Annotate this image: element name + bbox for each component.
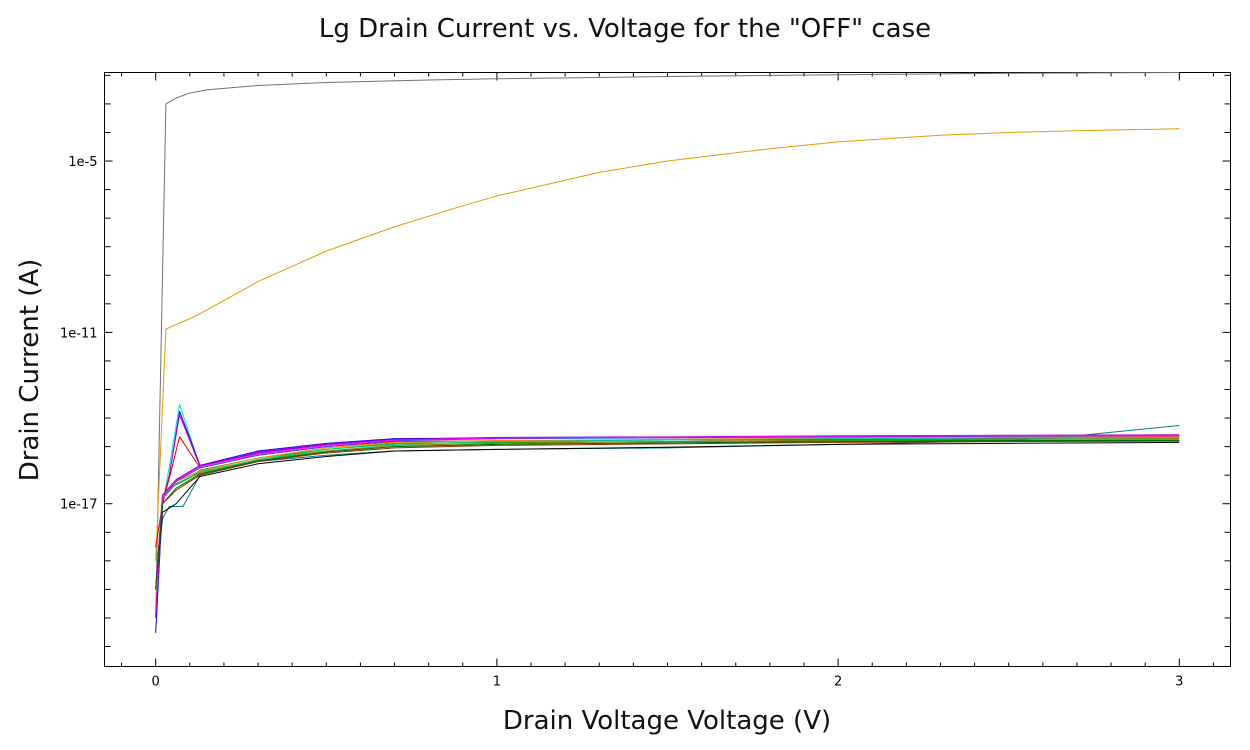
plot-frame [104,72,1231,667]
series-line-1 [155,128,1180,561]
x-axis-label: Drain Voltage Voltage (V) [502,706,832,736]
series-line-12 [155,437,1180,590]
series-line-10 [155,436,1180,590]
series-line-9 [155,438,1180,590]
series-line-15 [155,434,1180,590]
y-tick-label: 1e-5 [68,155,97,170]
x-tick-label: 0 [152,675,160,690]
y-tick-label: 1e-11 [60,326,98,341]
series-line-3 [155,410,1180,633]
series-line-0 [155,72,1180,618]
series-group [155,72,1180,633]
series-line-8 [155,441,1180,590]
axis-ticks: 0 1 2 3 1e-5 1e-11 1e-17 [60,72,1231,690]
chart-title: Lg Drain Current vs. Voltage for the "OF… [318,14,932,44]
x-tick-label: 1 [493,675,501,690]
y-tick-label: 1e-17 [60,498,98,513]
series-line-6 [155,439,1180,590]
series-line-16 [155,439,1180,590]
x-tick-label: 2 [834,675,842,690]
series-line-2 [155,403,1180,590]
x-tick-label: 3 [1175,675,1183,690]
series-line-14 [155,440,1180,590]
